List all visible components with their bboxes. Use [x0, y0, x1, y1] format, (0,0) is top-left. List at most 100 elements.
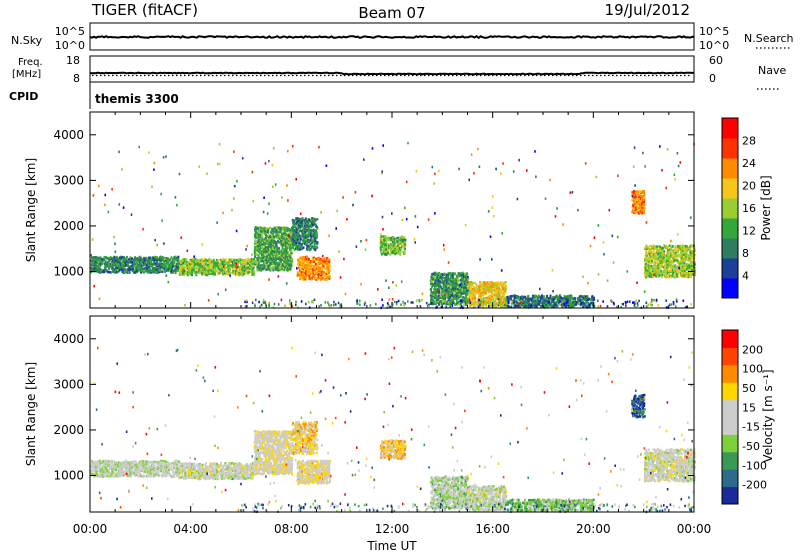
power-echo-cell [279, 239, 282, 242]
power-echo-cell [659, 267, 662, 270]
freq-frame [89, 55, 695, 83]
power-echo-cell [307, 263, 310, 266]
power-echo-cell [509, 295, 512, 298]
power-echo-cell [475, 283, 478, 286]
power-echo-cell [526, 169, 528, 172]
power-echo-cell [550, 297, 553, 300]
power-echo-cell [530, 299, 533, 303]
power-echo-cell [501, 294, 504, 297]
power-echo-cell [279, 260, 282, 263]
power-echo-cell [266, 212, 269, 215]
power-echo-cell [452, 285, 455, 288]
power-echo-cell [651, 257, 654, 260]
power-echo-cell [389, 253, 392, 256]
power-echo-cell [542, 304, 545, 307]
power-echo-cell [469, 304, 472, 307]
power-echo-cell [691, 251, 694, 255]
power-echo-cell [625, 304, 627, 307]
power-echo-cell [144, 270, 147, 273]
power-echo-cell [138, 145, 140, 149]
power-echo-cell [263, 243, 266, 246]
power-echo-cell [491, 302, 493, 305]
power-echo-cell [430, 286, 433, 289]
power-echo-cell [656, 267, 659, 271]
power-echo-cell [502, 162, 504, 165]
power-echo-cell [657, 263, 660, 267]
power-echo-cell [559, 302, 561, 305]
power-echo-cell [227, 273, 230, 276]
power-echo-cell [626, 270, 629, 273]
power-echo-cell [435, 272, 438, 275]
power-echo-cell [312, 267, 315, 270]
power-echo-cell [507, 299, 510, 303]
power-echo-cell [315, 229, 317, 233]
freq-label: Freq. [18, 57, 43, 68]
power-echo-cell [480, 294, 483, 297]
power-echo-cell [313, 274, 316, 278]
power-echo-cell [513, 299, 515, 302]
power-echo-cell [498, 292, 501, 296]
power-echo-cell [491, 287, 494, 290]
power-echo-cell [485, 302, 487, 306]
power-echo-cell [463, 275, 466, 278]
power-echo-cell [684, 253, 686, 256]
power-echo-cell [395, 284, 398, 287]
power-echo-cell [430, 302, 433, 305]
power-echo-cell [202, 265, 205, 268]
power-echo-cell [639, 209, 642, 213]
power-echo-cell [681, 244, 684, 248]
power-echo-cell [360, 283, 362, 286]
power-echo-cell [651, 300, 653, 303]
power-echo-cell [302, 246, 305, 249]
power-echo-cell [306, 264, 309, 267]
power-echo-cell [472, 287, 474, 291]
power-echo-cell [253, 262, 256, 265]
power-echo-cell [529, 297, 532, 301]
power-echo-cell [196, 258, 199, 262]
power-echo-cell [336, 209, 338, 213]
power-echo-cell [300, 270, 303, 274]
power-echo-cell [318, 266, 321, 270]
power-echo-cell [278, 255, 281, 259]
power-echo-cell [258, 240, 260, 243]
date-label: 19/Jul/2012 [605, 1, 690, 19]
power-echo-cell [272, 268, 275, 272]
power-echo-cell [447, 299, 450, 302]
power-echo-cell [644, 260, 647, 263]
power-echo-cell [399, 241, 402, 245]
power-echo-cell [256, 234, 259, 238]
power-echo-cell [404, 240, 407, 243]
power-echo-cell [673, 251, 676, 254]
power-echo-cell [305, 266, 308, 270]
power-echo-cell [686, 259, 689, 262]
power-echo-cell [297, 227, 300, 230]
power-echo-cell [666, 275, 669, 279]
power-echo-cell [317, 258, 320, 261]
power-echo-cell [451, 298, 454, 301]
power-echo-cell [282, 241, 284, 244]
power-echo-cell [671, 244, 674, 248]
power-echo-cell [689, 250, 692, 254]
power-echo-cell [432, 299, 435, 302]
power-echo-cell [513, 300, 516, 303]
power-echo-cell [233, 197, 235, 200]
power-echo-cell [269, 269, 272, 272]
power-echo-cell [405, 217, 408, 221]
power-echo-cell [231, 208, 233, 212]
power-echo-cell [682, 274, 685, 278]
power-echo-cell [646, 252, 649, 256]
power-echo-cell [301, 259, 304, 263]
power-echo-cell [315, 233, 318, 236]
power-echo-cell [193, 255, 195, 258]
power-echo-cell [475, 291, 478, 294]
power-echo-cell [465, 278, 468, 281]
power-echo-cell [238, 258, 241, 261]
power-echo-cell [455, 278, 458, 281]
power-echo-cell [460, 272, 463, 275]
power-echo-cell [454, 293, 456, 297]
power-echo-cell [602, 241, 605, 244]
power-echo-cell [657, 258, 660, 262]
power-echo-cell [320, 211, 322, 214]
power-echo-cell [206, 172, 208, 175]
power-echo-cell [613, 302, 615, 306]
